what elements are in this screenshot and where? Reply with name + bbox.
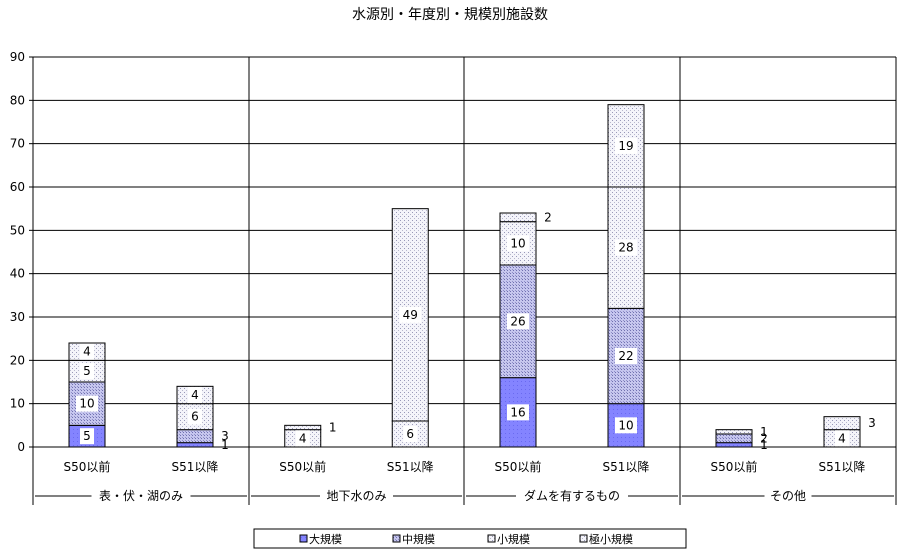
data-label: 2 — [760, 431, 768, 445]
legend-label: 大規模 — [309, 532, 342, 546]
data-label: 16 — [510, 405, 525, 419]
y-tick-label: 60 — [10, 180, 25, 194]
x-group-label: 表・伏・湖のみ — [99, 488, 183, 503]
data-label-box — [403, 426, 418, 442]
data-label: 2 — [544, 210, 552, 224]
data-label-box — [507, 404, 529, 421]
y-axis: 0 10 20 30 40 50 60 70 80 90 — [10, 50, 34, 454]
y-tick-label: 70 — [10, 137, 25, 151]
x-category-label: S51以降 — [603, 460, 650, 474]
data-label: 5 — [83, 364, 91, 378]
data-label-box — [615, 239, 637, 256]
data-label-box — [188, 408, 202, 425]
legend-swatch — [392, 534, 401, 543]
bars — [68, 104, 861, 448]
data-label: 19 — [618, 139, 633, 153]
data-label: 3 — [868, 416, 876, 430]
bar-segment — [715, 442, 753, 448]
data-label-box — [80, 363, 94, 380]
x-category-label: S50以前 — [711, 459, 758, 474]
data-label-box — [188, 387, 202, 403]
bar-segment — [176, 442, 214, 448]
data-label: 28 — [618, 241, 633, 255]
x-group-label: 地下水のみ — [326, 489, 386, 503]
y-tick-label: 30 — [10, 310, 25, 324]
x-category-label: S50以前 — [495, 459, 542, 474]
legend-label: 中規模 — [402, 532, 435, 546]
data-label: 49 — [403, 308, 418, 322]
bar-segment — [715, 429, 753, 435]
y-tick-label: 40 — [10, 267, 25, 281]
chart-title: 水源別・年度別・規模別施設数 — [352, 7, 548, 23]
data-label: 4 — [838, 431, 846, 445]
bar-segment — [176, 429, 214, 444]
legend: 大規模 中規模 小規模 極小規模 — [253, 528, 687, 549]
data-label-box — [295, 430, 310, 447]
x-category-label: S51以降 — [387, 460, 434, 474]
gridlines — [32, 56, 897, 505]
data-label: 3 — [221, 429, 229, 443]
data-label: 5 — [83, 429, 91, 443]
x-category-label: S51以降 — [819, 460, 866, 474]
legend-label: 極小規模 — [589, 532, 633, 546]
bar-segment — [284, 424, 322, 431]
data-label-box — [507, 235, 529, 252]
legend-swatch — [579, 534, 588, 543]
data-label-box — [399, 306, 422, 323]
bar-segment — [823, 416, 861, 431]
data-label: 10 — [79, 397, 94, 411]
y-tick-label: 80 — [10, 93, 25, 107]
data-label: 4 — [299, 431, 307, 445]
x-category-label: S51以降 — [172, 460, 219, 474]
x-axis: S50以前 S51以降 S50以前 S51以降 S50以前 S51以降 S50以前 S51以降… — [35, 459, 894, 503]
y-tick-label: 10 — [10, 397, 25, 411]
x-category-label: S50以前 — [279, 459, 326, 474]
data-label: 10 — [510, 236, 525, 250]
bar-segment — [499, 212, 537, 223]
legend-label: 小規模 — [497, 532, 530, 546]
x-category-label: S50以前 — [64, 459, 111, 474]
data-label-box — [80, 428, 94, 445]
data-label: 1 — [329, 421, 337, 435]
x-group-label: ダムを有するもの — [524, 488, 620, 503]
data-label: 6 — [191, 410, 199, 424]
y-tick-label: 0 — [17, 440, 25, 454]
data-label-box — [76, 395, 98, 412]
data-label-box — [835, 430, 849, 447]
data-label: 4 — [191, 388, 199, 402]
bar-segment — [715, 433, 753, 444]
data-label-box — [615, 417, 637, 434]
x-group-label: その他 — [770, 489, 806, 503]
data-label: 22 — [618, 349, 633, 363]
data-label-box — [507, 313, 529, 330]
data-label: 6 — [406, 427, 414, 441]
data-label: 4 — [83, 345, 91, 359]
bar-segment — [499, 264, 537, 379]
legend-swatch — [487, 534, 496, 543]
data-label: 1 — [760, 425, 768, 439]
legend-box — [253, 528, 687, 549]
data-label-box — [615, 137, 637, 154]
data-label: 1 — [760, 438, 768, 452]
data-label: 1 — [221, 438, 229, 452]
data-label-box — [615, 348, 637, 364]
y-tick-label: 90 — [10, 50, 25, 64]
data-label: 26 — [510, 314, 525, 328]
data-label-box — [80, 343, 94, 360]
y-tick-label: 50 — [10, 223, 25, 237]
data-label: 10 — [618, 418, 633, 432]
y-tick-label: 20 — [10, 353, 25, 367]
legend-swatch — [299, 534, 308, 543]
